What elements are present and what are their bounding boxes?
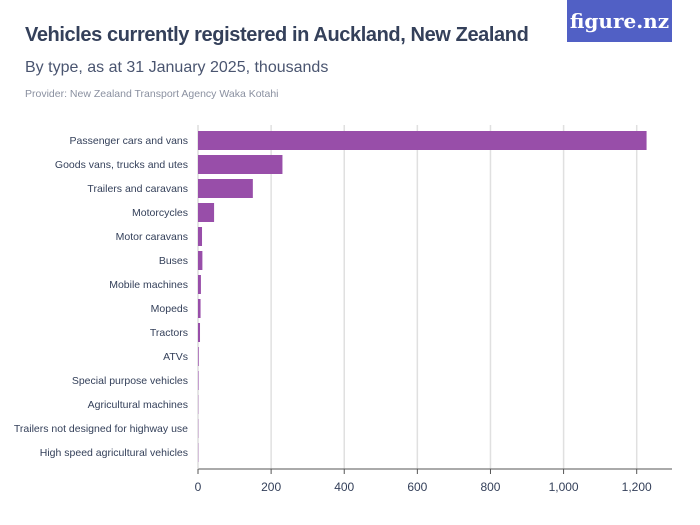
bar <box>198 371 199 390</box>
category-label: Mopeds <box>151 303 188 315</box>
category-label: Trailers not designed for highway use <box>14 423 188 435</box>
category-label: Tractors <box>150 327 188 339</box>
bar <box>198 179 253 198</box>
x-tick-label: 400 <box>334 480 354 494</box>
bar <box>198 131 647 150</box>
category-label: Motorcycles <box>132 207 188 219</box>
category-label: Motor caravans <box>116 231 188 243</box>
category-label: Mobile machines <box>109 279 188 291</box>
x-tick-label: 800 <box>480 480 500 494</box>
chart-subtitle: By type, as at 31 January 2025, thousand… <box>25 59 329 76</box>
x-tick-label: 200 <box>261 480 281 494</box>
bar <box>198 155 283 174</box>
provider: Provider: New Zealand Transport Agency W… <box>25 88 279 100</box>
chart-title: Vehicles currently registered in Aucklan… <box>25 24 529 46</box>
bar <box>198 275 201 294</box>
category-label: Trailers and caravans <box>87 183 188 195</box>
x-tick-label: 1,200 <box>622 480 652 494</box>
x-tick-label: 0 <box>195 480 202 494</box>
category-label: Special purpose vehicles <box>72 375 188 387</box>
category-label: Passenger cars and vans <box>70 135 188 147</box>
category-label: Agricultural machines <box>88 399 188 411</box>
category-label: Buses <box>159 255 188 267</box>
category-label: Goods vans, trucks and utes <box>55 159 188 171</box>
figure-nz-logo[interactable]: figure.nz <box>567 0 672 42</box>
category-label: ATVs <box>163 351 188 363</box>
x-tick-label: 600 <box>407 480 427 494</box>
x-tick-label: 1,000 <box>549 480 579 494</box>
bar <box>198 251 203 270</box>
bar <box>198 299 201 318</box>
bar <box>198 227 203 246</box>
bar <box>198 323 201 342</box>
bar <box>198 203 215 222</box>
category-label: High speed agricultural vehicles <box>40 447 188 459</box>
bar <box>198 347 199 366</box>
